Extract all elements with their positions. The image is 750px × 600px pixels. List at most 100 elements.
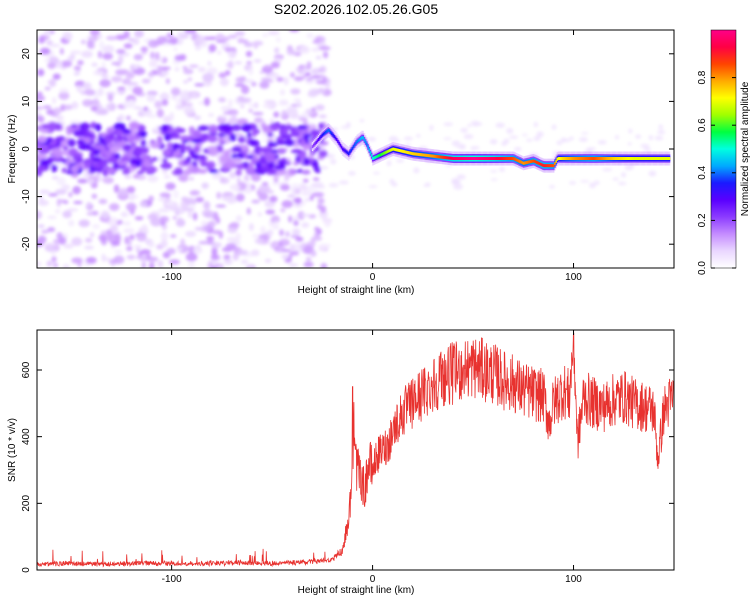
heatmap-cell [122,101,130,108]
heatmap-cell [220,106,232,112]
heatmap-cell [127,38,135,42]
heatmap-cell [401,149,403,153]
heatmap-cell [230,153,241,159]
heatmap-cell [84,245,95,250]
heatmap-cell [399,149,402,153]
heatmap-cell [332,133,334,137]
heatmap-cell [288,263,298,267]
heatmap-cell [178,174,189,182]
heatmap-cell [278,100,289,106]
heatmap-cell [637,157,639,161]
heatmap-cell [601,157,603,161]
heatmap-cell [569,136,574,141]
heatmap-cell [173,47,178,52]
heatmap-cell [52,107,62,115]
heatmap-cell [105,168,118,174]
heatmap-cell [651,157,654,161]
heatmap-cell [261,33,269,38]
heatmap-cell [435,155,438,159]
heatmap-cell [560,137,566,143]
heatmap-cell [87,178,95,185]
heatmap-cell [157,259,164,268]
heatmap-cell [604,157,607,161]
spectrogram-x-label: Height of straight line (km) [298,285,415,296]
heatmap-cell [73,153,83,158]
heatmap-cell [433,154,436,158]
colorbar-tick-label: 0.0 [697,261,708,275]
heatmap-cell [657,157,660,161]
heatmap-cell [84,237,93,243]
heatmap-cell [636,157,638,161]
heatmap-cell [352,145,355,149]
heatmap-cell [491,157,494,161]
heatmap-cell [108,217,118,225]
heatmap-cell [47,62,56,69]
heatmap-cell [176,247,183,252]
heatmap-cell [464,157,467,161]
heatmap-cell [248,108,253,113]
heatmap-cell [52,73,61,80]
heatmap-cell [179,90,191,99]
heatmap-cell [368,185,378,188]
heatmap-cell [183,68,194,75]
heatmap-cell [453,183,463,190]
heatmap-cell [317,197,325,205]
heatmap-cell [305,80,315,85]
heatmap-cell [58,88,69,93]
heatmap-cell [174,133,181,139]
heatmap-cell [175,104,184,110]
heatmap-cell [240,85,250,95]
heatmap-cell [546,164,549,168]
heatmap-cell [648,157,650,161]
heatmap-cell [339,143,342,147]
heatmap-cell [633,157,636,161]
heatmap-cell [55,115,65,121]
heatmap-cell [385,150,387,154]
heatmap-cell [521,161,524,165]
heatmap-cell [236,164,245,170]
x-tick-label: 0 [370,272,376,283]
heatmap-cell [321,133,324,137]
spectrogram-y-label: Frequency (Hz) [7,115,18,184]
heatmap-cell [230,124,242,132]
heatmap-cell [505,157,508,161]
heatmap-cell [194,226,206,231]
heatmap-cell [300,213,311,217]
heatmap-cell [367,145,369,149]
heatmap-cell [215,204,227,208]
heatmap-cell [141,78,151,84]
heatmap-cell [117,219,123,225]
heatmap-cell [416,133,421,138]
heatmap-cell [585,157,588,161]
heatmap-cell [118,161,125,166]
heatmap-cell [542,163,544,167]
heatmap-cell [381,152,384,156]
heatmap-cell [409,151,412,155]
heatmap-cell [159,208,167,213]
heatmap-cell [527,160,530,164]
heatmap-cell [155,52,160,60]
heatmap-cell [287,194,296,198]
heatmap-cell [417,152,420,156]
heatmap-cell [366,142,368,146]
heatmap-cell [257,212,263,217]
heatmap-cell [243,78,255,84]
heatmap-cell [466,157,468,161]
heatmap-cell [180,200,189,210]
heatmap-cell [195,196,204,203]
heatmap-cell [95,109,108,116]
heatmap-cell [432,154,434,158]
heatmap-cell [315,55,322,60]
heatmap-cell [102,45,115,54]
heatmap-cell [469,157,472,161]
y-tick-label: 20 [21,48,32,60]
heatmap-cell [551,124,557,130]
heatmap-cell [621,157,624,161]
heatmap-cell [162,158,168,163]
heatmap-cell [237,135,246,144]
heatmap-cell [536,131,544,138]
heatmap-cell [504,157,507,161]
heatmap-cell [314,182,324,187]
heatmap-cell [237,37,245,44]
